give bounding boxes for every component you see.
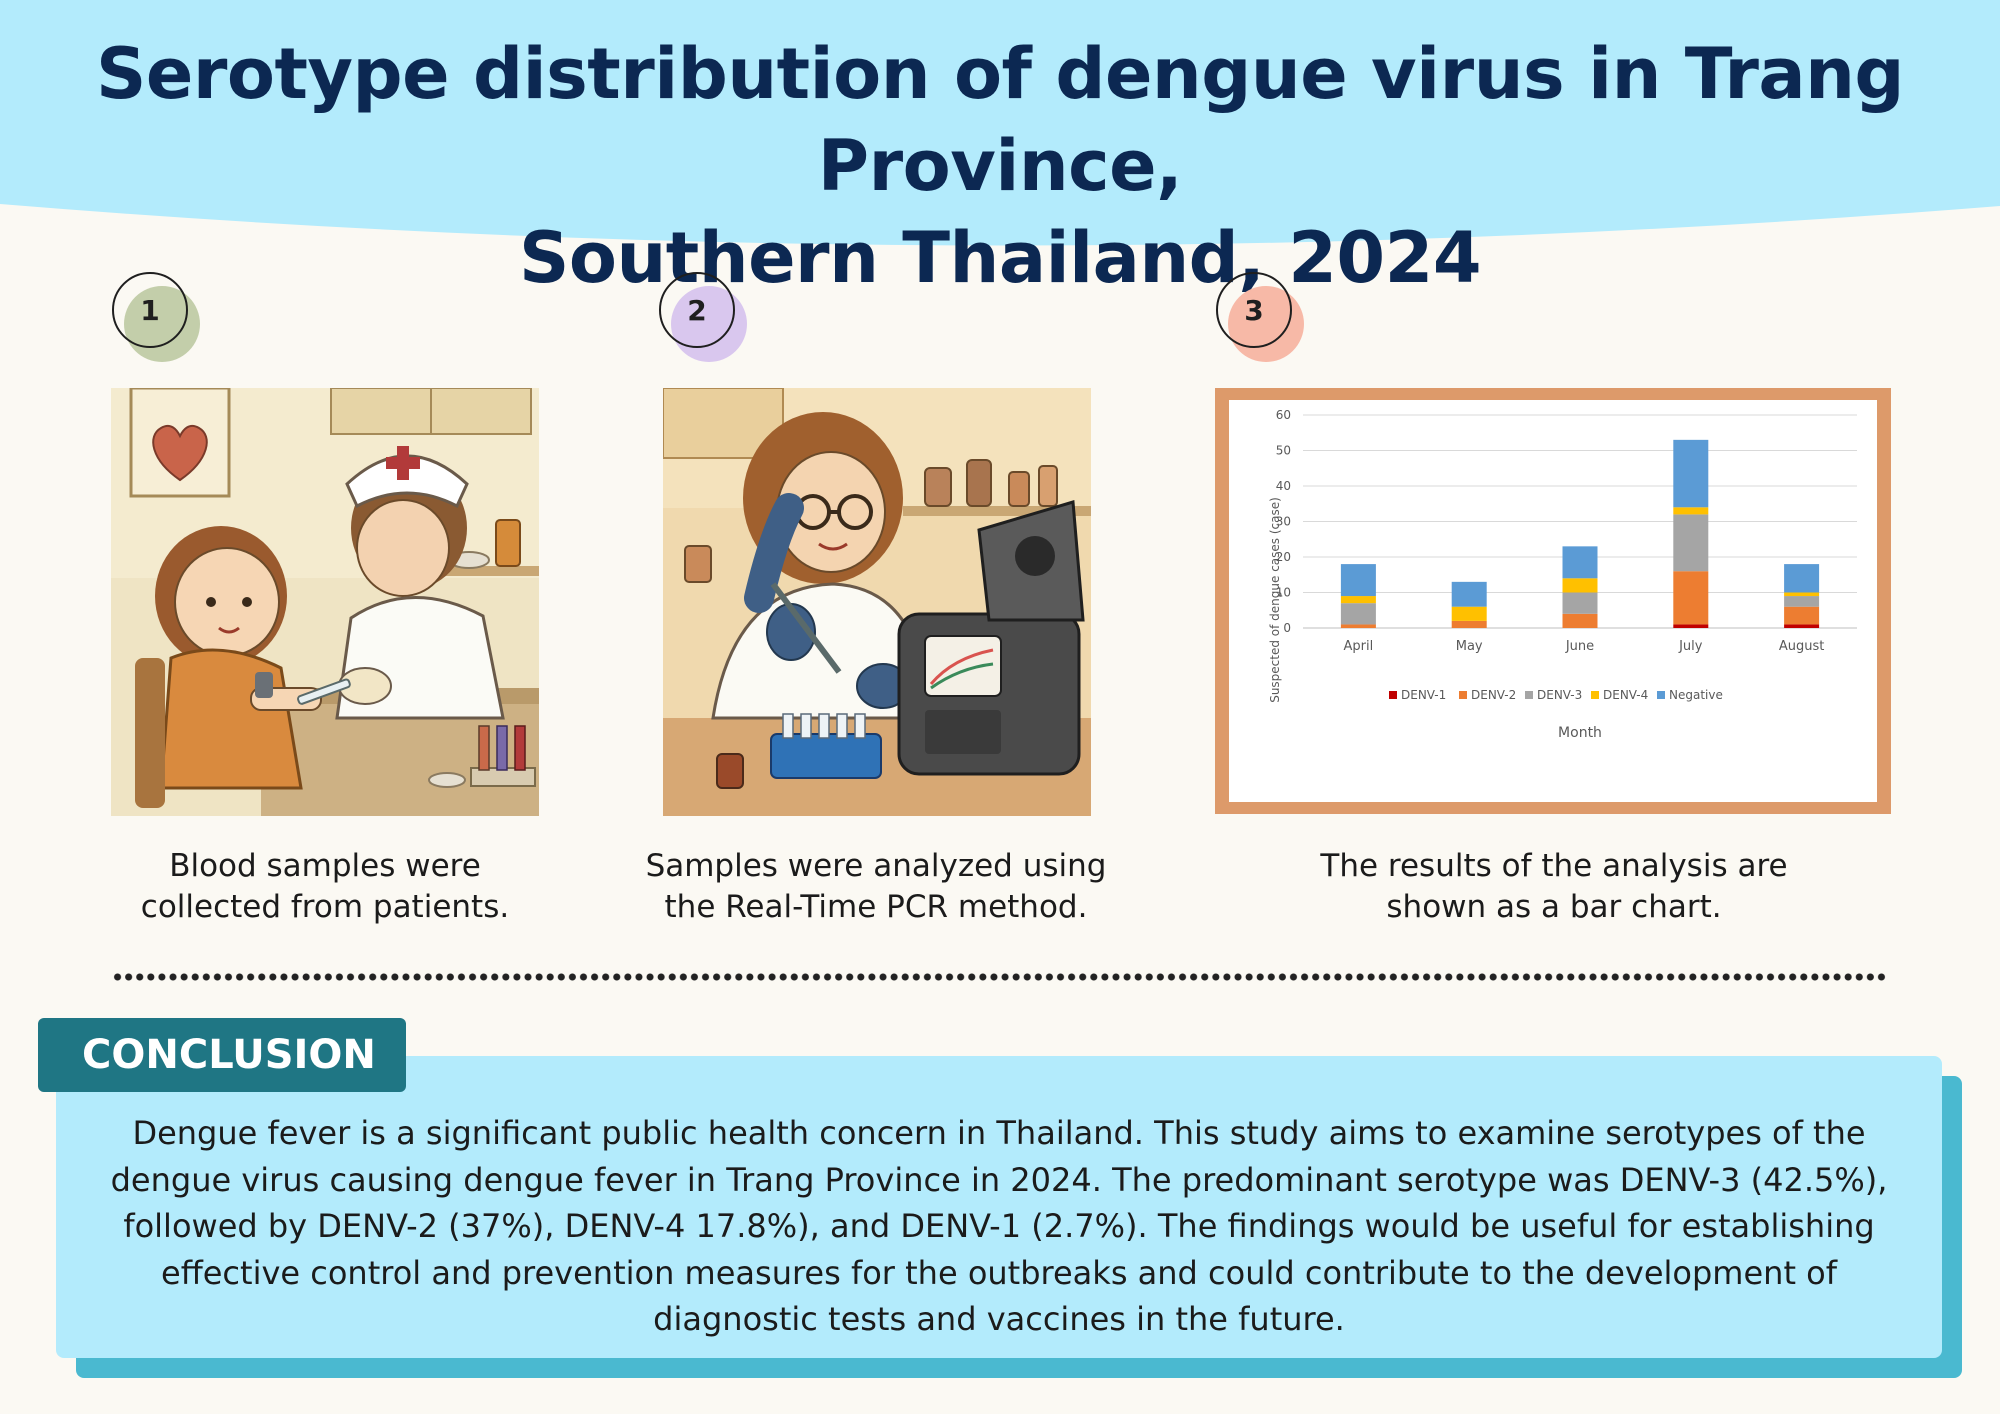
step-number-1: 1: [112, 272, 188, 348]
legend-swatch: [1657, 691, 1665, 699]
legend-swatch: [1525, 691, 1533, 699]
bar-segment: [1562, 578, 1598, 593]
conclusion-line-2: dengue virus causing dengue fever in Tra…: [110, 1160, 1888, 1199]
step-2-caption: Samples were analyzed using the Real-Tim…: [616, 846, 1136, 928]
step-badge-1: 1: [112, 272, 202, 372]
conclusion-line-1: Dengue fever is a significant public hea…: [132, 1114, 1866, 1152]
dotted-divider: [112, 970, 1888, 984]
page-title: Serotype distribution of dengue virus in…: [0, 28, 2000, 304]
step-badge-3: 3: [1216, 272, 1306, 372]
bar-segment: [1673, 571, 1709, 625]
y-tick-label: 60: [1276, 408, 1291, 422]
legend-label: DENV-3: [1537, 688, 1582, 702]
bar-segment: [1784, 564, 1820, 593]
x-tick-label: May: [1456, 639, 1483, 654]
chart-frame: 0 10 20 30 40 50 60 April May June July August Mon…: [1215, 388, 1891, 814]
bar-segment: [1340, 603, 1376, 625]
bar-segment: [1673, 624, 1709, 628]
bar-segment: [1451, 620, 1487, 628]
bar-segment: [1784, 606, 1820, 625]
bar-segment: [1784, 624, 1820, 628]
bar-segment: [1673, 514, 1709, 572]
conclusion-text: Dengue fever is a significant public hea…: [66, 1110, 1932, 1343]
bar-segment: [1562, 592, 1598, 614]
conclusion-line-3: followed by DENV-2 (37%), DENV-4 17.8%),…: [123, 1207, 1875, 1245]
pcr-analysis-illustration: [663, 388, 1091, 816]
y-axis-label: Suspected of dengue cases (case): [1268, 497, 1282, 703]
y-tick-label: 40: [1276, 479, 1291, 493]
bar-segment: [1340, 596, 1376, 604]
conclusion-box: [56, 1056, 1942, 1358]
legend-label: DENV-4: [1603, 688, 1648, 702]
step-3-caption-line-2: shown as a bar chart.: [1386, 889, 1722, 925]
bar-segment: [1562, 613, 1598, 628]
x-tick-label: June: [1565, 639, 1594, 654]
step-1-caption: Blood samples were collected from patien…: [65, 846, 585, 928]
blood-collection-illustration: [111, 388, 539, 816]
y-tick-label: 20: [1276, 550, 1291, 564]
step-2-caption-line-1: Samples were analyzed using: [645, 848, 1107, 884]
conclusion-heading: CONCLUSION: [38, 1018, 406, 1092]
stacked-bar-chart: 0 10 20 30 40 50 60 April May June July August Mon…: [1268, 408, 1857, 741]
step-badge-2: 2: [659, 272, 749, 372]
title-line-2: Southern Thailand, 2024: [518, 217, 1482, 299]
step-2-caption-line-2: the Real-Time PCR method.: [664, 889, 1088, 925]
title-line-1: Serotype distribution of dengue virus in…: [95, 33, 1905, 207]
step-3-caption-line-1: The results of the analysis are: [1320, 848, 1788, 884]
x-tick-label: July: [1678, 639, 1703, 654]
x-tick-label: April: [1344, 639, 1374, 654]
step-number-3: 3: [1216, 272, 1292, 348]
bar-segment: [1562, 546, 1598, 579]
bar-segment: [1784, 596, 1820, 607]
legend-label: DENV-2: [1471, 688, 1516, 702]
legend-label: Negative: [1669, 688, 1723, 702]
conclusion-line-4: effective control and prevention measure…: [161, 1253, 1837, 1292]
bar-segment: [1340, 624, 1376, 628]
step-3-caption: The results of the analysis are shown as…: [1294, 846, 1814, 928]
step-1-caption-line-2: collected from patients.: [140, 889, 510, 925]
conclusion-line-5: diagnostic tests and vaccines in the fut…: [653, 1300, 1345, 1338]
bar-segment: [1451, 581, 1487, 607]
x-tick-label: August: [1779, 639, 1825, 654]
bar-segment: [1784, 592, 1820, 597]
header-banner: [0, 0, 2000, 246]
legend-swatch: [1389, 691, 1397, 699]
bar-segment: [1673, 439, 1709, 508]
legend-label: DENV-1: [1401, 688, 1446, 702]
heart-icon: [152, 424, 208, 482]
step-number-2: 2: [659, 272, 735, 348]
y-tick-label: 30: [1276, 515, 1291, 529]
legend-swatch: [1591, 691, 1599, 699]
x-axis-label: Month: [1558, 725, 1602, 741]
y-tick-label: 50: [1276, 444, 1291, 458]
legend-swatch: [1459, 691, 1467, 699]
y-tick-label: 0: [1283, 621, 1291, 635]
bar-segment: [1451, 606, 1487, 621]
step-1-caption-line-1: Blood samples were: [169, 848, 481, 884]
bar-segment: [1673, 507, 1709, 515]
y-tick-label: 10: [1276, 586, 1291, 600]
bar-segment: [1340, 564, 1376, 597]
chart-panel: 0 10 20 30 40 50 60 April May June July August Mon…: [1229, 400, 1877, 802]
